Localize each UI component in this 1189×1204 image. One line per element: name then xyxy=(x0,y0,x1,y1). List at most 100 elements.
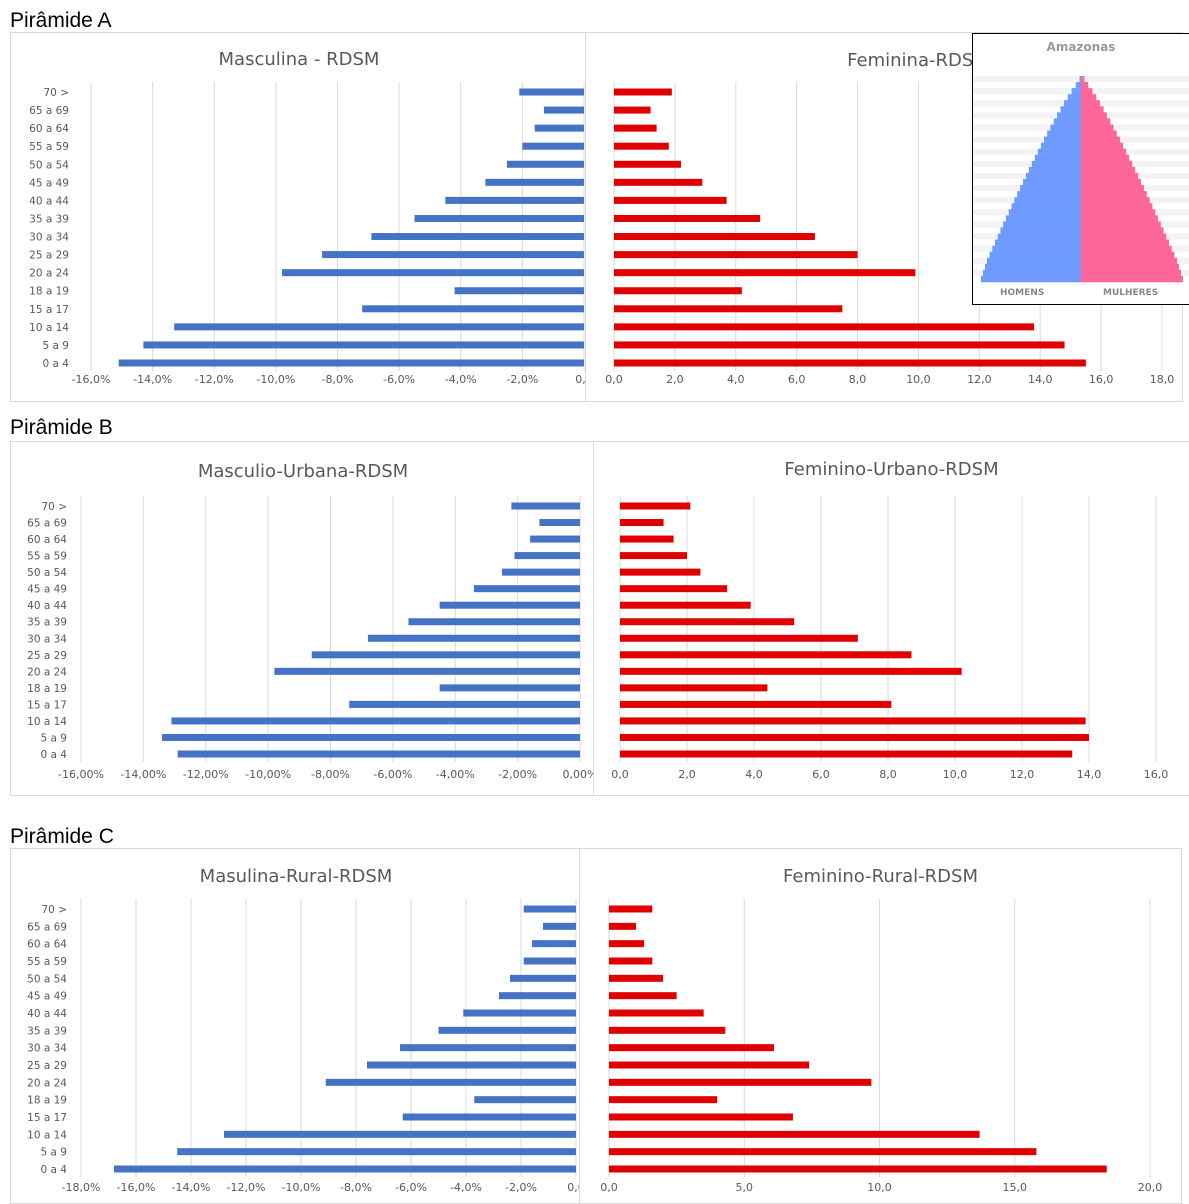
inset-title: Amazonas xyxy=(1046,40,1116,54)
bar xyxy=(499,992,576,1000)
bar xyxy=(362,305,584,313)
inset-female-bar xyxy=(1081,233,1167,240)
category-label: 25 a 29 xyxy=(27,650,67,662)
chart-c-male: -18,0% -16,0% -14,0% -12,0% -10,0% -8,0% -6,0%… xyxy=(27,899,581,1194)
bar xyxy=(534,124,584,132)
bar xyxy=(367,1061,576,1069)
tick-label: 10,0 xyxy=(867,1181,892,1194)
bar xyxy=(609,1078,872,1086)
bar xyxy=(485,178,584,186)
bar xyxy=(371,233,584,241)
chart-panel-c-male: Masulina-Rural-RDSM -18,0% -16,0% -14,0% -1… xyxy=(10,848,582,1204)
bar xyxy=(620,634,858,642)
bar xyxy=(349,700,580,708)
inset-female-bar xyxy=(1081,257,1178,265)
category-label: 18 a 19 xyxy=(27,1095,67,1107)
inset-male-bar xyxy=(997,233,1081,240)
bar xyxy=(463,1009,576,1017)
inset-male-bar xyxy=(1040,142,1081,150)
chart-title: Masculina - RDSM xyxy=(218,49,380,70)
bar xyxy=(614,142,669,150)
bar xyxy=(620,618,795,626)
category-label: 10 a 14 xyxy=(29,322,69,334)
inset-male-bar xyxy=(1067,94,1081,101)
inset-male-bar xyxy=(985,263,1081,271)
inset-male-bar xyxy=(1079,76,1081,83)
inset-female-bar xyxy=(1081,197,1150,204)
bar xyxy=(620,651,912,659)
tick-label: 0,0 xyxy=(605,373,623,386)
bar xyxy=(614,359,1086,367)
bar xyxy=(402,1113,576,1121)
bar xyxy=(438,1026,576,1034)
tick-label: -6,0% xyxy=(395,1181,427,1194)
bar xyxy=(282,269,584,277)
category-label: 65 a 69 xyxy=(27,921,67,933)
tick-label: -14,0% xyxy=(172,1181,211,1194)
category-label: 70 > xyxy=(44,87,70,99)
category-label: 65 a 69 xyxy=(27,518,67,530)
category-label: 40 a 44 xyxy=(27,600,67,612)
chart-b-male: -16,00% -14,00% -12,00% -10,00% -8,00% -6,00%… xyxy=(27,496,595,781)
bar xyxy=(177,750,580,758)
chart-title: Feminino-Urbano-RDSM xyxy=(784,459,999,480)
bar xyxy=(454,287,584,295)
tick-label: -2,00% xyxy=(498,768,537,781)
inset-male-bar xyxy=(1000,227,1081,234)
category-label: 55 a 59 xyxy=(27,956,67,968)
inset-male-bar xyxy=(1017,191,1081,198)
chart-b-female: 0,0 2,0 4,0 6,0 8,0 10,0 12,0 14,0 16,0 xyxy=(611,496,1169,781)
category-label: 45 a 49 xyxy=(27,584,67,596)
bar xyxy=(609,922,637,930)
category-label: 30 a 34 xyxy=(27,1043,67,1055)
bar xyxy=(609,1061,810,1069)
inset-male-bar xyxy=(1031,160,1081,168)
bar xyxy=(609,974,664,982)
bar xyxy=(620,535,674,543)
inset-male-bar xyxy=(1047,130,1081,137)
category-label: 70 > xyxy=(42,501,68,513)
bar xyxy=(614,305,843,313)
bar xyxy=(614,124,657,132)
inset-female-bar xyxy=(1081,118,1111,125)
inset-female-bar xyxy=(1081,82,1089,89)
category-label: 5 a 9 xyxy=(43,340,69,352)
bar xyxy=(473,585,580,593)
tick-label: 18,0 xyxy=(1150,373,1175,386)
tick-label: 16,0 xyxy=(1144,768,1169,781)
bar xyxy=(174,323,584,331)
bar xyxy=(514,552,580,560)
bar xyxy=(522,142,584,150)
bar xyxy=(511,502,580,510)
tick-label: -4,0% xyxy=(450,1181,482,1194)
inset-female-bar xyxy=(1081,88,1093,95)
inset-male-bar xyxy=(989,251,1081,259)
inset-male-bar xyxy=(1034,154,1081,162)
bar xyxy=(274,667,580,675)
category-label: 35 a 39 xyxy=(29,213,69,225)
tick-label: 0,00% xyxy=(563,768,595,781)
bar xyxy=(620,502,691,510)
bar xyxy=(543,106,584,114)
category-label: 30 a 34 xyxy=(29,232,69,244)
bar xyxy=(609,1026,726,1034)
inset-male-bar xyxy=(1028,166,1081,174)
category-label: 0 a 4 xyxy=(41,749,68,761)
section-title-c: Pirâmide C xyxy=(10,825,114,848)
category-label: 55 a 59 xyxy=(27,551,67,563)
tick-label: 14,0 xyxy=(1028,373,1053,386)
bar xyxy=(609,905,653,913)
inset-left-label: HOMENS xyxy=(1000,288,1045,298)
tick-label: -10,00% xyxy=(245,768,291,781)
category-label: 45 a 49 xyxy=(27,991,67,1003)
bar xyxy=(614,323,1035,331)
bar xyxy=(325,1078,576,1086)
chart-panel-b-male: Masculio-Urbana-RDSM -16,00% -14,00% -12,0… xyxy=(10,441,596,796)
inset-female-bar xyxy=(1081,76,1085,83)
tick-label: 8,0 xyxy=(879,768,897,781)
bar xyxy=(439,601,580,609)
category-label: 65 a 69 xyxy=(29,105,69,117)
bar xyxy=(177,1148,576,1156)
bar xyxy=(609,1148,1037,1156)
chart-title: Masulina-Rural-RDSM xyxy=(199,866,393,887)
